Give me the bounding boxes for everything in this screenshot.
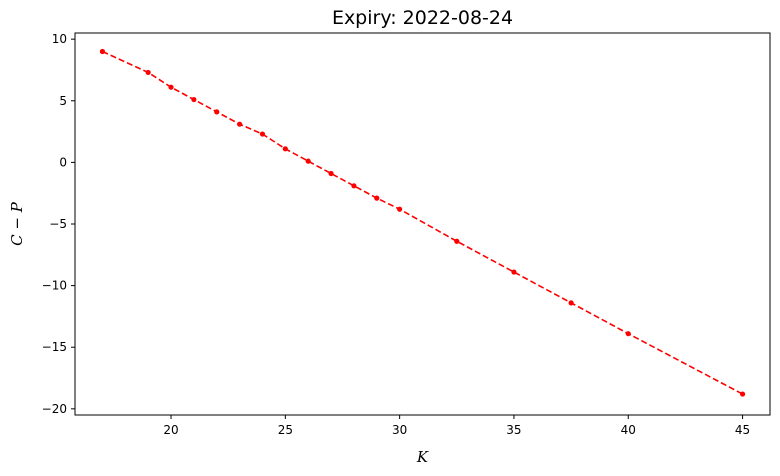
data-point xyxy=(511,269,517,275)
x-tick-label: 30 xyxy=(392,423,407,437)
data-point xyxy=(99,48,106,55)
x-tick-label: 45 xyxy=(735,423,750,437)
data-point xyxy=(374,195,380,201)
y-tick-label: 10 xyxy=(52,32,67,46)
axes-frame xyxy=(74,32,771,416)
y-tick-label: −15 xyxy=(42,340,67,354)
series-line xyxy=(102,50,743,395)
data-point xyxy=(305,158,311,164)
data-point xyxy=(191,96,197,103)
data-point xyxy=(625,331,631,337)
data-point xyxy=(214,109,220,115)
data-point xyxy=(397,206,403,212)
y-axis-label: C − P xyxy=(8,201,26,246)
data-point xyxy=(282,146,288,152)
data-point xyxy=(328,170,334,177)
x-tick-label: 20 xyxy=(163,423,178,437)
x-axis-label: K xyxy=(416,448,429,466)
data-point xyxy=(351,183,357,189)
chart-title: Expiry: 2022-08-24 xyxy=(332,7,513,29)
y-tick-label: −10 xyxy=(42,279,67,293)
data-point xyxy=(237,121,243,127)
x-tick-label: 40 xyxy=(621,423,636,437)
x-tick-label: 25 xyxy=(278,423,293,437)
data-point xyxy=(739,391,746,397)
x-tick-label: 35 xyxy=(506,423,521,437)
data-point xyxy=(168,84,174,90)
data-point xyxy=(568,300,574,306)
y-tick-label: 0 xyxy=(59,155,67,169)
data-point xyxy=(454,238,460,244)
data-point xyxy=(259,131,266,137)
y-tick-label: −20 xyxy=(42,402,67,416)
plot-area: 20 25 30 35 40 45 −20 −15 −10 −5 0 5 10 xyxy=(42,32,771,437)
y-tick-label: 5 xyxy=(59,94,67,108)
data-point xyxy=(145,69,151,76)
y-tick-label: −5 xyxy=(49,217,67,231)
